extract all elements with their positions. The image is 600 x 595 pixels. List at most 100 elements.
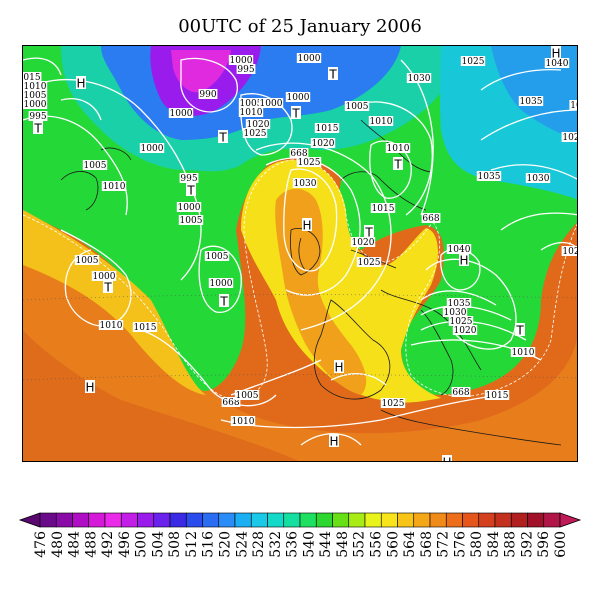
colorbar-swatch: [527, 512, 545, 528]
colorbar-swatch: [250, 512, 268, 528]
center-label-bg: [393, 157, 403, 170]
high-pressure-center: H: [85, 381, 94, 395]
isobar-label: 1035: [478, 172, 501, 182]
isobar-label-bg: [238, 107, 264, 117]
isobar-label-bg: [510, 347, 536, 357]
isobar-label-bg: [101, 181, 127, 191]
isobar-label: 1020: [247, 120, 270, 130]
isobar-label: 1000: [141, 144, 164, 154]
isobar-label: 1005: [206, 252, 229, 262]
isobar-label-bg: [385, 143, 411, 153]
isobar-label: 1040: [546, 59, 569, 69]
isobar-label-bg: [23, 90, 48, 100]
isobar-label: 1035: [448, 299, 471, 309]
isobar-label-bg: [230, 416, 256, 426]
low-pressure-center: T: [103, 281, 112, 295]
isobar-label-bg: [98, 320, 124, 330]
isobar-label-bg: [28, 111, 48, 121]
colorbar-swatch: [413, 512, 431, 528]
isobar-label-bg: [452, 325, 478, 335]
colorbar-swatch: [445, 512, 463, 528]
isobar-label-bg: [23, 99, 48, 109]
isobar-label-bg: [168, 108, 194, 118]
isobar-label: 1010: [240, 108, 263, 118]
low-pressure-center: T: [393, 158, 402, 172]
low-pressure-center: T: [291, 107, 300, 121]
isobar-label: 1000: [298, 54, 321, 64]
high-pressure-center: H: [329, 435, 338, 449]
high-pressure-center: H: [76, 77, 85, 91]
geopotential-map: 1000 995 1000 1030 1025 1040 1035 015 1010 1005 10…: [22, 45, 578, 462]
isobar-label-bg: [242, 128, 268, 138]
colorbar-tick-label: 556: [368, 531, 384, 558]
colorbar-tick-label: 588: [503, 531, 519, 558]
low-pressure-center: T: [328, 68, 337, 82]
colorbar-tick-label: 520: [218, 531, 234, 558]
isobar-label-bg: [289, 148, 309, 158]
isobar-label: 1000: [93, 272, 116, 282]
isobar-label-bg: [406, 73, 432, 83]
isobars: [23, 57, 577, 446]
isobar-label: 1015: [316, 124, 339, 134]
isobar-label: 1000: [210, 279, 233, 289]
isobar-label-bg: [446, 244, 472, 254]
colorbar-swatch: [185, 512, 203, 528]
high-pressure-center: H: [551, 47, 560, 61]
colorbar-tick-label: 548: [335, 531, 351, 558]
low-pressure-center: T: [364, 226, 373, 240]
isobar-label: 1010: [370, 117, 393, 127]
isobar-label-bg: [460, 56, 486, 66]
isobar-label: 1005: [84, 161, 107, 171]
colorbar-tick-label: 564: [402, 531, 418, 558]
isobar-label-bg: [23, 81, 48, 91]
isobar-label-bg: [310, 138, 336, 148]
isobar-label-bg: [258, 98, 284, 108]
colorbar-swatch: [380, 512, 398, 528]
isobar-label-bg: [91, 271, 117, 281]
center-label-bg: [218, 130, 228, 143]
isobar-label: 1025: [462, 57, 485, 67]
isobar-label: 1025: [244, 129, 267, 139]
isobar-label-bg: [446, 298, 472, 308]
colorbar-tick-label: 508: [167, 531, 183, 558]
colorbar-tick-label: 484: [67, 531, 83, 558]
isobar-label: 668: [222, 398, 239, 408]
isobar-label-bg: [82, 160, 108, 170]
colorbar-tick-label: 536: [285, 531, 301, 558]
colorbar-tick-label: 552: [352, 531, 368, 558]
colorbar-tick-label: 516: [201, 531, 217, 558]
isobar-label-bg: [132, 322, 158, 332]
high-pressure-center: H: [459, 254, 468, 268]
isobar-label-bg: [245, 119, 271, 129]
isobar-label-bg: [74, 255, 100, 265]
isobar-label: 1010: [100, 321, 123, 331]
center-label-bg: [291, 106, 301, 119]
colorbar-tick-label: 592: [519, 531, 535, 558]
isobar-label: 1015: [372, 204, 395, 214]
isobar-label-bg: [442, 307, 468, 317]
colorbar: 476 480 484 488 492 496 500 504 508 512 516 520 524 5…: [18, 512, 582, 558]
colorbar-tick-label: 528: [251, 531, 267, 558]
isobar-label: 1005: [346, 102, 369, 112]
colorbar-tick-label: 580: [469, 531, 485, 558]
center-label-bg: [219, 294, 229, 307]
colorbar-swatch: [55, 512, 73, 528]
colorbar-swatch: [137, 512, 155, 528]
low-pressure-center: T: [219, 295, 228, 309]
isobar-label: 1020: [454, 326, 477, 336]
isobar-label-bg: [476, 171, 502, 181]
field-yellow-west: [23, 210, 206, 395]
map-title: 00UTC of 25 January 2006: [178, 16, 422, 37]
isobar-label: 995: [29, 112, 46, 122]
isobar-label-bg: [525, 173, 551, 183]
center-label-bg: [551, 46, 561, 59]
isobar-label: 1000: [260, 99, 283, 109]
colorbar-tick-label: 492: [100, 531, 116, 558]
colorbar-tick-label: 504: [150, 531, 166, 558]
isobar-label-bg: [314, 123, 340, 133]
colorbar-tick-label: 572: [436, 531, 452, 558]
colorbar-swatch: [153, 512, 171, 528]
isobar-label-bg: [484, 390, 510, 400]
high-pressure-center: H: [442, 456, 451, 462]
low-pressure-center: T: [515, 324, 524, 338]
